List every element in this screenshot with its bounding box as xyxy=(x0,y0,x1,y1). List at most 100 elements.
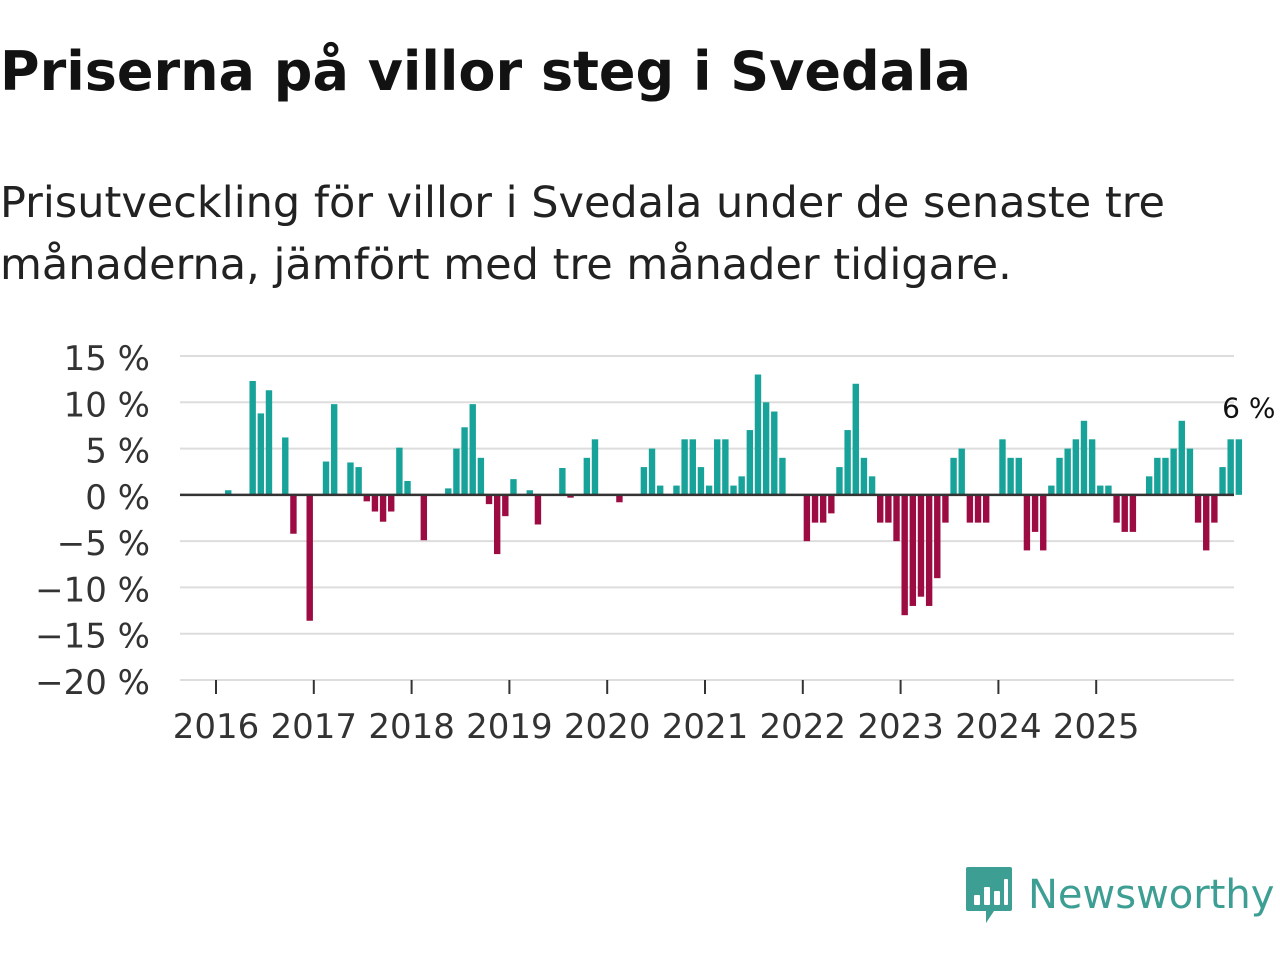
bar xyxy=(925,494,933,606)
bar xyxy=(510,479,517,495)
bar xyxy=(1129,494,1137,532)
bar xyxy=(1105,485,1112,495)
bar xyxy=(803,494,811,542)
bar xyxy=(493,494,501,555)
bar xyxy=(257,413,265,495)
bar xyxy=(445,488,452,495)
bar xyxy=(648,448,656,495)
bar xyxy=(534,494,542,525)
bar xyxy=(771,411,778,495)
bar xyxy=(958,448,965,495)
bar xyxy=(591,439,599,495)
bar xyxy=(942,494,949,523)
y-tick-label: 5 % xyxy=(85,432,150,472)
bar xyxy=(347,462,354,495)
bar xyxy=(1235,439,1243,495)
bar xyxy=(836,467,843,495)
bar xyxy=(567,494,574,498)
x-tick-label: 2022 xyxy=(760,707,847,747)
bar xyxy=(502,494,509,517)
bar xyxy=(282,437,289,495)
bar xyxy=(893,494,900,542)
newsworthy-logo: Newsworthy xyxy=(964,864,1274,926)
bar xyxy=(1178,420,1185,495)
bar xyxy=(322,461,330,495)
bar xyxy=(583,457,591,495)
bar xyxy=(868,476,876,495)
bar xyxy=(746,430,754,495)
y-tick-label: −5 % xyxy=(57,524,150,564)
x-tick-label: 2020 xyxy=(564,707,651,747)
bar xyxy=(828,494,835,514)
bar xyxy=(1064,448,1071,495)
bar xyxy=(901,494,908,616)
bar xyxy=(420,494,428,541)
bar xyxy=(1072,439,1080,495)
last-value-annotation: 6 % xyxy=(1222,391,1275,424)
bar xyxy=(306,494,313,621)
bar xyxy=(477,457,485,495)
bar xyxy=(860,457,868,495)
x-tick-label: 2024 xyxy=(955,707,1042,747)
bar xyxy=(1080,420,1088,495)
bar xyxy=(819,494,827,523)
bar xyxy=(999,439,1006,495)
x-tick-label: 2023 xyxy=(857,707,944,747)
bar xyxy=(225,490,232,495)
bar xyxy=(485,494,493,505)
bar xyxy=(714,439,721,495)
x-tick-label: 2018 xyxy=(368,707,455,747)
bar xyxy=(656,485,664,495)
bar xyxy=(1023,494,1031,551)
x-tick-label: 2019 xyxy=(466,707,553,747)
y-axis-labels: 15 % 10 % 5 % 0 % −5 % −10 % −15 % −20 % xyxy=(35,339,150,703)
bar xyxy=(1048,485,1055,495)
y-tick-label: 15 % xyxy=(64,339,150,379)
bar xyxy=(1194,494,1202,523)
y-tick-label: −10 % xyxy=(35,570,150,610)
bar xyxy=(1097,485,1104,495)
bar xyxy=(1121,494,1128,532)
bar xyxy=(1031,494,1039,532)
bar xyxy=(1015,457,1022,495)
bar xyxy=(762,402,770,495)
y-tick-label: −20 % xyxy=(35,663,150,703)
x-tick-label: 2016 xyxy=(173,707,260,747)
bar xyxy=(371,494,379,512)
bar xyxy=(738,476,745,495)
bar xyxy=(917,494,925,597)
bar xyxy=(616,494,623,503)
x-tick-label: 2021 xyxy=(662,707,749,747)
bar xyxy=(265,390,273,495)
bar xyxy=(730,485,737,495)
bar xyxy=(330,404,338,495)
bar xyxy=(1007,457,1014,495)
bar xyxy=(673,485,680,495)
bar xyxy=(681,439,688,495)
bar xyxy=(1040,494,1047,551)
bar xyxy=(1145,476,1153,495)
bars xyxy=(225,374,1243,621)
bar xyxy=(982,494,990,523)
bar xyxy=(1227,439,1234,495)
bar xyxy=(754,374,762,495)
bar xyxy=(722,439,729,495)
bar xyxy=(1219,467,1226,495)
bar xyxy=(909,494,917,606)
bar xyxy=(526,490,533,495)
bar xyxy=(559,468,566,495)
bar xyxy=(1186,448,1194,495)
bar xyxy=(1170,448,1177,495)
bar xyxy=(404,480,411,495)
bar xyxy=(461,427,468,495)
bar xyxy=(705,485,713,495)
bar xyxy=(811,494,819,523)
chart-title: Priserna på villor steg i Svedala xyxy=(0,40,972,103)
bar xyxy=(249,380,256,495)
bar xyxy=(1088,439,1096,495)
bar xyxy=(355,467,362,495)
bar xyxy=(396,447,403,495)
bar xyxy=(1162,457,1169,495)
bar xyxy=(640,467,648,495)
y-tick-label: −15 % xyxy=(35,617,150,657)
